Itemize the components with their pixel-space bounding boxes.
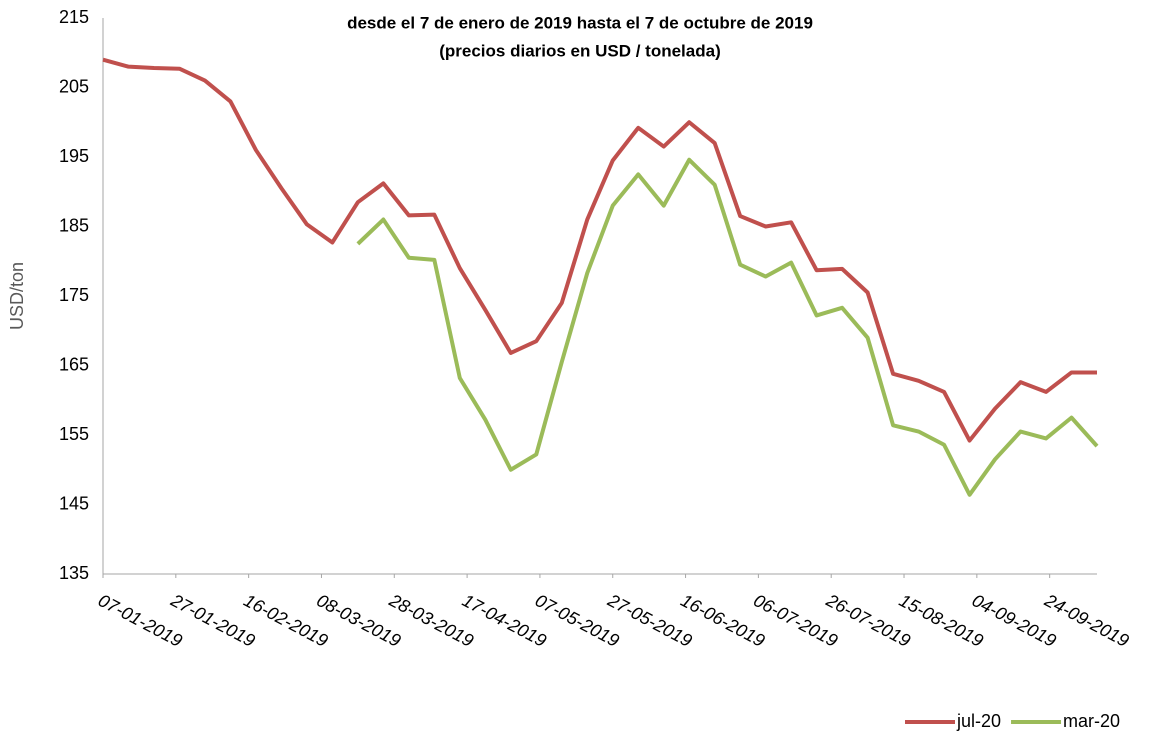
y-tick-label: 145 <box>59 493 89 513</box>
y-tick-label: 205 <box>59 76 89 96</box>
y-tick-label: 185 <box>59 215 89 235</box>
legend-label: mar-20 <box>1063 711 1120 731</box>
y-tick-label: 135 <box>59 563 89 583</box>
y-tick-label: 155 <box>59 424 89 444</box>
legend-label: jul-20 <box>956 711 1001 731</box>
y-tick-label: 175 <box>59 285 89 305</box>
line-series <box>356 157 1099 497</box>
line-series <box>102 57 1097 443</box>
y-tick-label: 215 <box>59 7 89 27</box>
chart-title: desde el 7 de enero de 2019 hasta el 7 d… <box>347 13 813 32</box>
chart-subtitle: (precios diarios en USD / tonelada) <box>439 41 721 60</box>
y-axis-label: USD/ton <box>7 262 27 330</box>
y-tick-label: 195 <box>59 146 89 166</box>
y-tick-label: 165 <box>59 354 89 374</box>
